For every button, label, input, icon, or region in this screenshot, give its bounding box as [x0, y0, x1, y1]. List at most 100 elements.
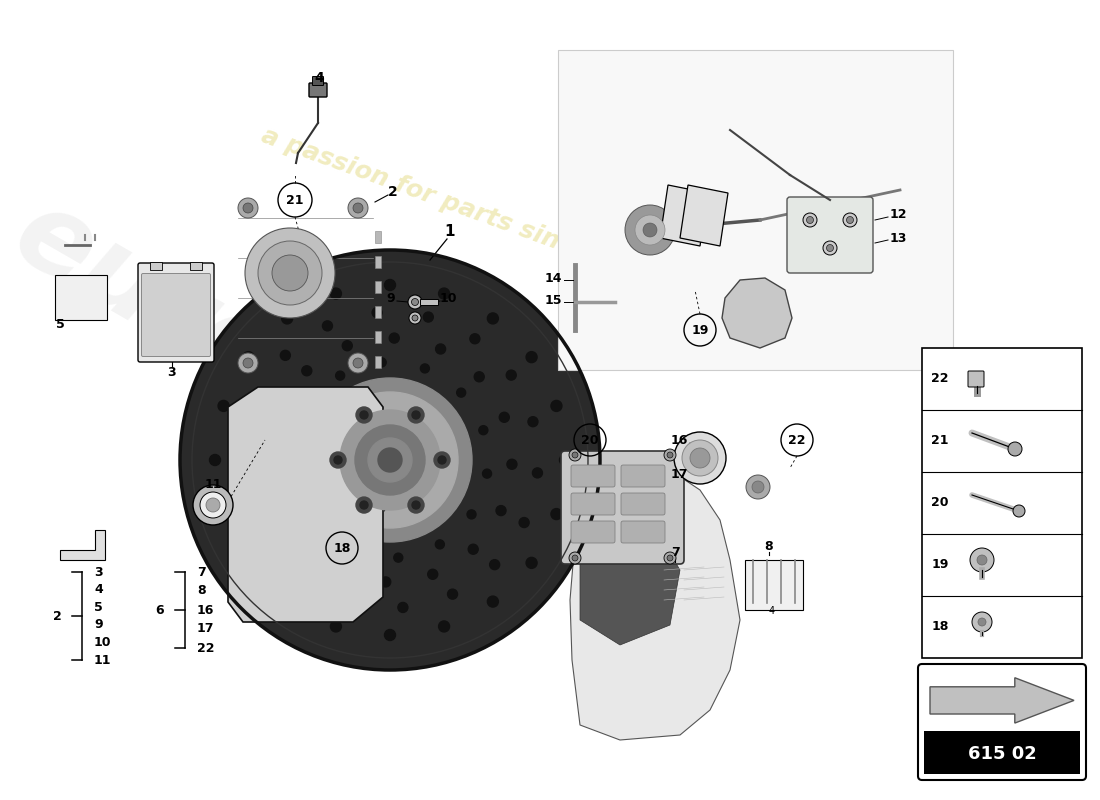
FancyBboxPatch shape: [561, 451, 684, 564]
Circle shape: [330, 288, 341, 299]
Bar: [375, 281, 381, 293]
Circle shape: [664, 449, 676, 461]
Circle shape: [439, 288, 450, 299]
Circle shape: [389, 333, 399, 343]
Circle shape: [209, 454, 220, 466]
Circle shape: [572, 555, 578, 561]
Circle shape: [823, 241, 837, 255]
Circle shape: [238, 198, 258, 218]
Circle shape: [526, 558, 537, 568]
Circle shape: [439, 621, 450, 632]
Polygon shape: [570, 460, 740, 740]
Bar: [375, 306, 381, 318]
Text: 1: 1: [444, 225, 455, 239]
Circle shape: [448, 589, 458, 599]
Text: 14: 14: [544, 271, 562, 285]
Circle shape: [526, 352, 537, 362]
Circle shape: [218, 401, 229, 411]
FancyBboxPatch shape: [571, 521, 615, 543]
Circle shape: [625, 205, 675, 255]
Circle shape: [456, 388, 465, 397]
Circle shape: [288, 442, 297, 451]
Circle shape: [483, 469, 492, 478]
Text: 7: 7: [671, 546, 680, 559]
Bar: [190, 262, 202, 270]
Circle shape: [978, 618, 986, 626]
Bar: [924, 731, 1080, 774]
Text: a passion for parts since 1985: a passion for parts since 1985: [257, 124, 667, 292]
Circle shape: [304, 401, 313, 410]
Circle shape: [970, 548, 994, 572]
Circle shape: [532, 468, 542, 478]
Circle shape: [682, 440, 718, 476]
Circle shape: [420, 364, 429, 373]
Circle shape: [351, 547, 360, 556]
FancyBboxPatch shape: [621, 521, 665, 543]
Circle shape: [264, 540, 274, 550]
Circle shape: [372, 307, 382, 318]
Circle shape: [242, 494, 252, 503]
Circle shape: [569, 449, 581, 461]
Text: 19: 19: [691, 323, 708, 337]
Circle shape: [752, 481, 764, 493]
Circle shape: [803, 213, 817, 227]
Circle shape: [1008, 442, 1022, 456]
Bar: [375, 231, 381, 243]
Polygon shape: [580, 520, 680, 645]
Text: eurospa: eurospa: [0, 179, 488, 525]
Circle shape: [408, 295, 422, 309]
Text: 615 02: 615 02: [968, 746, 1036, 763]
FancyBboxPatch shape: [786, 197, 873, 273]
Text: 3: 3: [94, 566, 102, 578]
Circle shape: [551, 401, 562, 411]
FancyBboxPatch shape: [138, 263, 214, 362]
Text: 9: 9: [386, 293, 395, 306]
Circle shape: [519, 518, 529, 527]
Text: 13: 13: [890, 231, 908, 245]
Circle shape: [470, 334, 480, 344]
Text: 22: 22: [789, 434, 805, 446]
Text: 16: 16: [671, 434, 688, 446]
Text: 20: 20: [932, 497, 948, 510]
Circle shape: [469, 544, 478, 554]
Circle shape: [398, 602, 408, 613]
Circle shape: [690, 448, 710, 468]
Text: 7: 7: [197, 566, 206, 578]
Circle shape: [263, 450, 273, 461]
Circle shape: [487, 596, 498, 607]
Circle shape: [330, 452, 346, 468]
Text: 20: 20: [581, 434, 598, 446]
Circle shape: [340, 410, 440, 510]
FancyBboxPatch shape: [621, 465, 665, 487]
Circle shape: [560, 454, 571, 466]
Text: 5: 5: [56, 318, 65, 331]
Circle shape: [468, 510, 476, 519]
Circle shape: [385, 279, 396, 290]
Text: 9: 9: [94, 618, 102, 631]
Text: 16: 16: [197, 603, 215, 617]
Circle shape: [346, 598, 356, 608]
Circle shape: [667, 555, 673, 561]
Circle shape: [238, 353, 258, 373]
FancyBboxPatch shape: [621, 493, 665, 515]
Circle shape: [342, 341, 352, 350]
Circle shape: [408, 497, 424, 513]
Circle shape: [282, 596, 293, 607]
Circle shape: [245, 228, 336, 318]
Text: 2: 2: [53, 610, 62, 622]
Text: 4: 4: [94, 583, 102, 596]
Circle shape: [360, 501, 368, 509]
Circle shape: [667, 452, 673, 458]
Circle shape: [412, 411, 420, 419]
Circle shape: [496, 506, 506, 515]
Bar: [375, 356, 381, 368]
Circle shape: [258, 241, 322, 305]
Circle shape: [238, 442, 248, 452]
Text: 15: 15: [544, 294, 562, 306]
Circle shape: [572, 452, 578, 458]
Circle shape: [377, 358, 386, 367]
Circle shape: [348, 353, 369, 373]
Circle shape: [972, 612, 992, 632]
Text: 22: 22: [932, 373, 948, 386]
Circle shape: [322, 392, 458, 528]
